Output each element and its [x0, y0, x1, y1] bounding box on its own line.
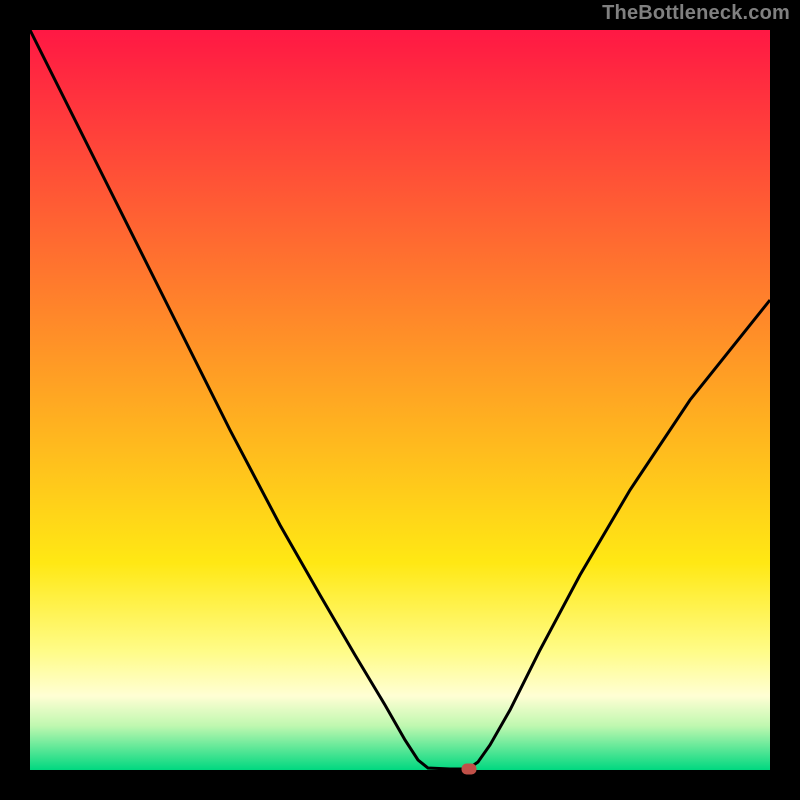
chart-root: TheBottleneck.com [0, 0, 800, 800]
watermark-text: TheBottleneck.com [602, 2, 790, 25]
minimum-marker [462, 764, 477, 775]
chart-svg [0, 0, 800, 800]
plot-area [30, 30, 770, 770]
